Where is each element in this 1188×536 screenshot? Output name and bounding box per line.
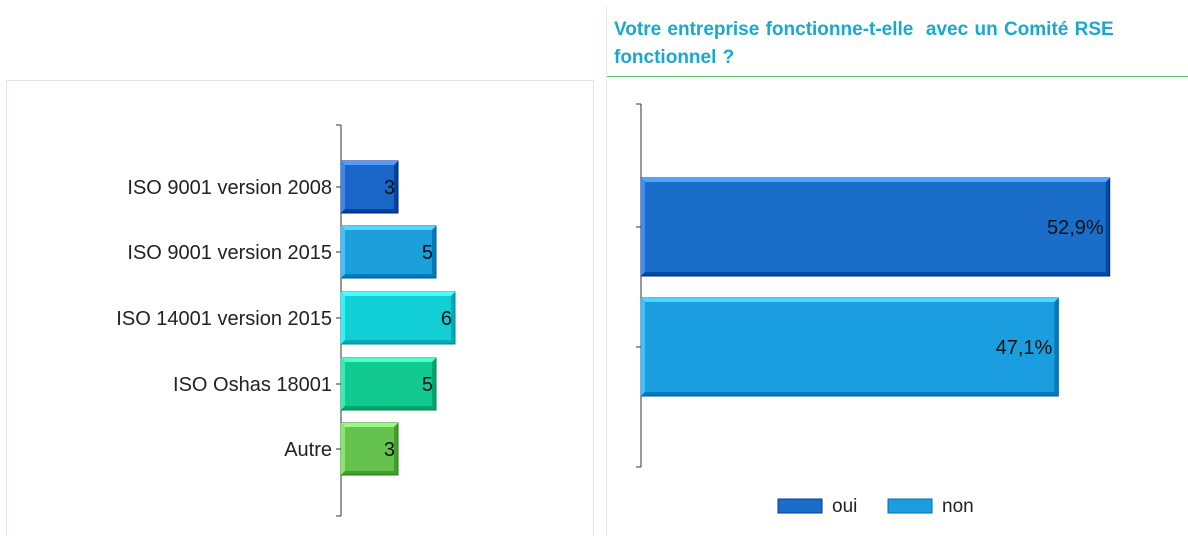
title-divider [607, 76, 1188, 77]
right-chart: 52,9% 47,1% oui non [636, 103, 1111, 517]
legend-label: oui [832, 496, 857, 517]
left-category-label: ISO 9001 version 2008 [127, 177, 332, 199]
left-category-label: Autre [284, 439, 332, 461]
right-bar-non-bevel-left [641, 298, 645, 396]
legend-swatch-non [887, 498, 933, 514]
right-chart-title: Votre entreprise fonctionne-t-elle avec … [614, 19, 1120, 68]
left-bar-bevel-top [341, 161, 398, 165]
left-bar [340, 160, 399, 214]
right-bar-oui-bevel-top [641, 178, 1110, 182]
left-bar-bevel-left [341, 358, 345, 410]
legend-label: non [942, 496, 974, 517]
left-bar-bevel-top [341, 226, 436, 230]
left-bar-data-label: 6 [441, 308, 452, 330]
legend-swatch-oui [777, 498, 823, 514]
left-bar [340, 422, 399, 476]
left-category-label: ISO Oshas 18001 [173, 374, 332, 396]
left-bar-face [345, 165, 394, 209]
left-category-label: ISO 14001 version 2015 [116, 308, 332, 330]
left-bar [340, 225, 437, 279]
right-bar-data-label: 47,1% [996, 337, 1053, 359]
left-bar-face [345, 230, 432, 274]
right-bar-data-label: 52,9% [1047, 217, 1104, 239]
left-bar-data-label: 5 [422, 374, 433, 396]
left-bar-bevel-top [341, 358, 436, 362]
left-bar-bevel-top [341, 423, 398, 427]
right-bar-non-bevel-top [641, 298, 1059, 302]
left-bar-face [345, 362, 432, 406]
left-bar-data-label: 3 [384, 439, 395, 461]
left-category-label: ISO 9001 version 2015 [127, 242, 332, 264]
left-bar-bevel-left [341, 226, 345, 278]
right-bar-oui-face [645, 182, 1106, 272]
left-bar-bevel-left [341, 423, 345, 475]
left-bar-bevel-top [341, 292, 455, 296]
left-chart-panel [6, 80, 594, 536]
right-bar-oui-bevel-left [641, 178, 645, 276]
right-chart-panel [606, 6, 1188, 536]
left-bar-face [345, 427, 394, 471]
right-bar-non-face [645, 302, 1055, 392]
left-bar-face [345, 296, 451, 340]
left-chart: ISO 9001 version 2008 3 ISO 9001 version 2… [116, 124, 456, 517]
left-bar-data-label: 3 [384, 177, 395, 199]
right-bar-oui [640, 177, 1111, 277]
left-bar [340, 357, 437, 411]
left-bar-bevel-left [341, 292, 345, 344]
left-bar-bevel-left [341, 161, 345, 213]
right-bar-non [640, 297, 1059, 397]
left-bar-data-label: 5 [422, 242, 433, 264]
left-bar [340, 291, 456, 345]
